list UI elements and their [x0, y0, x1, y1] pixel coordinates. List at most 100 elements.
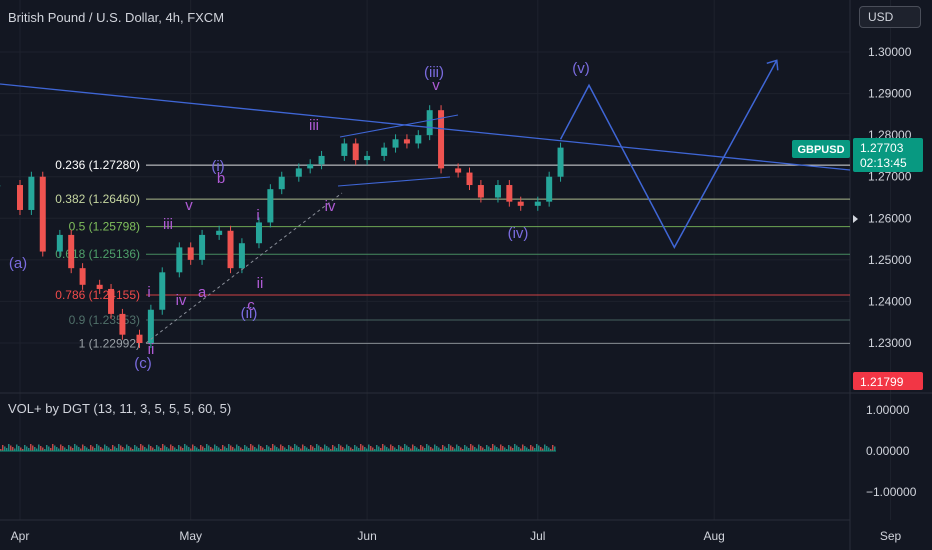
volume-bar	[368, 444, 370, 451]
volume-bar	[118, 444, 120, 451]
volume-bar	[438, 447, 440, 451]
fib-level-label: 0.382 (1.26460)	[55, 192, 140, 206]
volume-bar	[208, 445, 210, 451]
volume-bar	[460, 447, 462, 451]
volume-bar	[242, 449, 244, 451]
volume-bar	[218, 447, 220, 451]
volume-bar	[488, 446, 490, 451]
volume-bar	[444, 446, 446, 451]
volume-bar	[50, 448, 52, 451]
price-tick-label: 1.25000	[868, 253, 912, 267]
volume-bar	[326, 446, 328, 451]
candle-body	[267, 189, 274, 223]
volume-bar	[348, 446, 350, 451]
price-scale[interactable]: 1.300001.290001.280001.270001.260001.250…	[868, 45, 912, 350]
wave-label: iv	[325, 198, 336, 215]
volume-bar	[54, 445, 56, 451]
volume-bar	[138, 448, 140, 451]
candle-body	[39, 176, 46, 252]
volume-bar	[280, 444, 282, 451]
volume-bar	[80, 448, 82, 451]
candle-body	[278, 176, 285, 190]
currency-button[interactable]: USD	[859, 6, 921, 28]
volume-bar	[10, 445, 12, 451]
candle-body	[477, 185, 484, 198]
volume-bar	[184, 444, 186, 451]
volume-bar	[278, 448, 280, 451]
volume-bar	[158, 446, 160, 451]
candle-body	[68, 234, 75, 269]
volume-bar	[482, 447, 484, 451]
time-axis[interactable]: Apr May Jun Jul Aug Sep	[11, 529, 902, 543]
volume-bar	[434, 444, 436, 451]
volume-bar	[416, 447, 418, 451]
price-tick-label: 1.30000	[868, 45, 912, 59]
candle-body	[159, 272, 166, 310]
volume-bar	[12, 447, 14, 451]
volume-bar	[232, 447, 234, 451]
volume-bar	[332, 445, 334, 451]
trendlines[interactable]	[0, 83, 851, 344]
volume-bar	[502, 446, 504, 451]
volume-bar	[412, 444, 414, 451]
low-price: 1.21799	[860, 375, 904, 389]
wave-label: (i)	[211, 158, 224, 175]
fib-retracement[interactable]: 0.236 (1.27280) 0.382 (1.26460) 0.5 (1.257…	[55, 158, 850, 350]
time-tick-label: Aug	[704, 529, 725, 543]
volume-bar	[358, 448, 360, 451]
volume-bar	[48, 446, 50, 451]
volume-bar	[538, 445, 540, 451]
volume-bar	[496, 447, 498, 451]
volume-bar	[6, 448, 8, 451]
projection-path[interactable]	[559, 59, 778, 249]
indicator-title: VOL+ by DGT (13, 11, 3, 5, 5, 5, 60, 5)	[8, 401, 232, 416]
volume-bar	[354, 445, 356, 451]
wave-label: b	[217, 170, 225, 187]
channel-lower-line[interactable]	[337, 176, 451, 187]
wave-label: iv	[176, 292, 187, 309]
volume-bar	[294, 444, 296, 451]
volume-bar	[498, 448, 500, 451]
volume-bar	[390, 444, 392, 451]
fib-level-label: 0.9 (1.23553)	[69, 313, 140, 327]
volume-bar	[246, 446, 248, 451]
volume-bar	[106, 446, 108, 451]
volume-bar	[162, 444, 164, 451]
volume-bar	[168, 448, 170, 451]
volume-bar	[430, 447, 432, 451]
volume-bar	[188, 447, 190, 451]
volume-bar	[532, 446, 534, 451]
volume-bar	[360, 444, 362, 451]
volume-bar	[112, 445, 114, 451]
volume-bar	[286, 449, 288, 451]
volume-bar	[150, 446, 152, 451]
volume-bar	[510, 446, 512, 451]
volume-bar	[508, 445, 510, 451]
volume-bar	[44, 449, 46, 451]
volume-bar	[526, 447, 528, 451]
volume-bar	[464, 445, 466, 451]
volume-bar	[540, 447, 542, 451]
candle-body	[216, 230, 223, 235]
candle-body	[147, 309, 154, 343]
channel-upper-line[interactable]	[339, 114, 459, 138]
descending-trendline[interactable]	[0, 83, 851, 171]
wave-label: c	[247, 297, 255, 314]
candle-body	[455, 168, 462, 173]
volume-bar	[500, 444, 502, 451]
volume-bar	[104, 444, 106, 451]
volume-bar	[28, 448, 30, 451]
volume-bar	[256, 448, 258, 451]
wave-label: ii	[257, 275, 264, 292]
fib-level-label: 0.618 (1.25136)	[55, 247, 140, 261]
volume-bar	[140, 444, 142, 451]
candle-body	[352, 143, 359, 161]
volume-bar	[414, 446, 416, 451]
volume-bar	[66, 449, 68, 451]
volume-bar	[30, 444, 32, 451]
volume-bar	[38, 444, 40, 451]
volume-bar	[102, 448, 104, 451]
volume-bar	[492, 444, 494, 451]
